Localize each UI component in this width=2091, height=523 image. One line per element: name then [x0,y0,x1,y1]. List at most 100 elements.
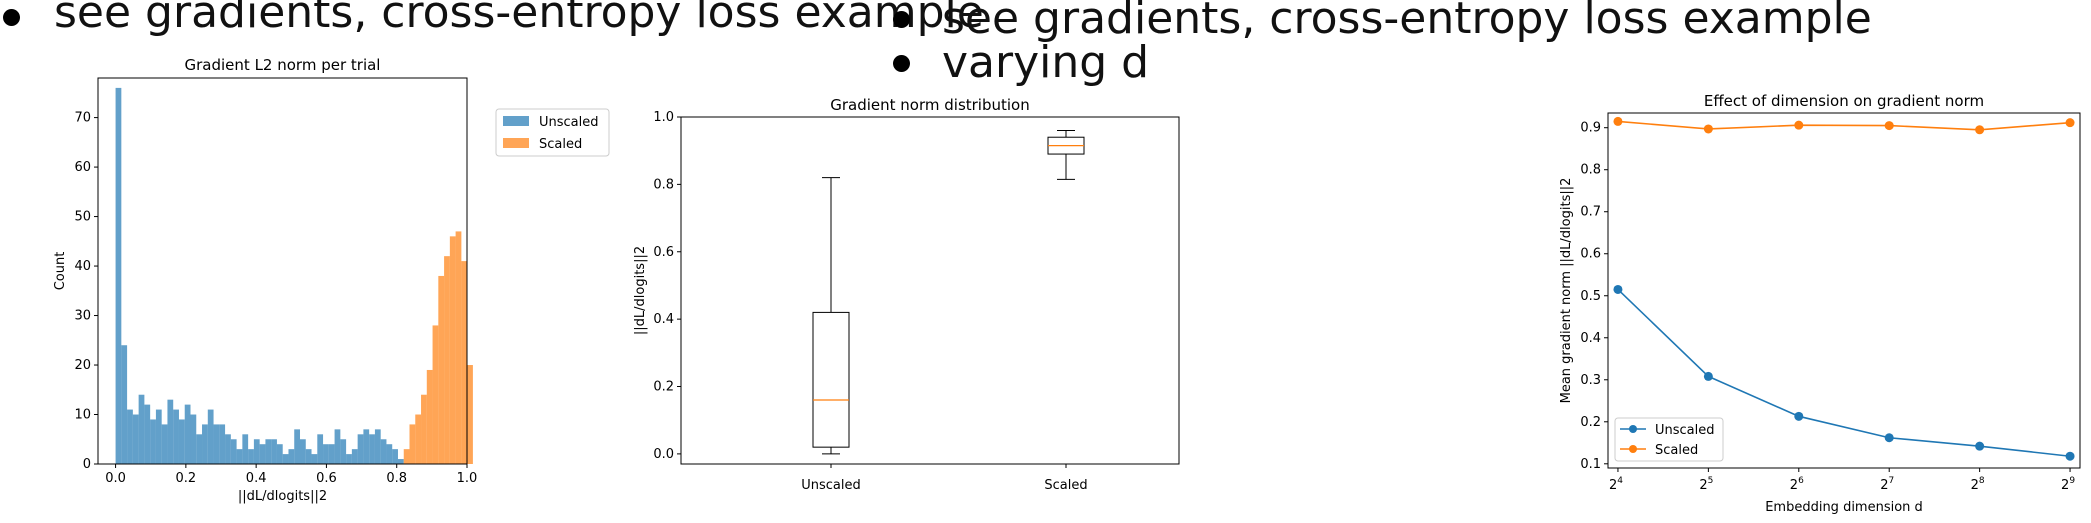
histogram-bar [294,429,301,464]
histogram-bar [380,439,387,464]
histogram-bar [397,459,404,464]
bullet-left-1: see gradients, cross-entropy loss exampl… [54,0,984,38]
histogram-bar [300,439,306,464]
y-tick-label: 0.4 [653,312,674,327]
histogram-bar [438,275,445,464]
histogram-bar [138,394,145,464]
histogram-bar [115,87,122,465]
y-tick-label: 40 [74,259,91,274]
histogram-bar [374,429,381,464]
x-tick-label: 27 [1880,476,1894,493]
histogram-bar [461,261,468,464]
data-point [1884,433,1894,443]
y-tick-label: 10 [74,408,91,423]
bullet-right-1: see gradients, cross-entropy loss exampl… [942,0,1872,44]
histogram-bar [121,345,128,464]
histogram-bar [346,454,352,464]
legend-marker [1629,445,1637,453]
y-tick-label: 0.2 [1580,415,1601,430]
histogram-bar [317,434,324,464]
histogram-bar [271,439,277,464]
legend-swatch [503,116,529,126]
histogram-bar [323,444,329,464]
data-point [1613,284,1623,294]
series-line [1617,120,2071,131]
histogram-bar [340,439,347,464]
histogram-bar [467,365,473,464]
x-tick-label: 28 [1971,476,1985,493]
plot-frame [680,116,1180,465]
x-tick-label: 25 [1699,476,1713,493]
histogram-bar [127,409,133,464]
legend-label: Unscaled [1655,423,1715,438]
histogram-bar [236,449,243,464]
legend-label: Scaled [1655,443,1698,458]
data-point [2065,118,2075,128]
x-axis-label: ||dL/dlogits||2 [238,489,327,504]
y-tick-label: 0.3 [1580,373,1601,388]
x-tick-label: 0.8 [386,471,407,486]
y-tick-label: 0.2 [653,380,674,395]
histogram-bar [421,394,427,464]
histogram-bar [363,429,370,464]
histogram-bar [265,439,272,464]
y-tick-label: 0.7 [1580,205,1601,220]
histogram-bar [213,424,220,464]
data-point [1613,116,1623,126]
y-tick-label: 0.0 [653,447,674,462]
histogram-bar [242,434,249,464]
data-point [1884,121,1894,131]
histogram-bar [155,409,162,464]
x-tick-label: 26 [1790,476,1804,493]
legend-label: Unscaled [539,115,599,130]
histogram-bar [230,439,237,464]
x-tick-label: 0.0 [105,471,126,486]
legend-swatch [503,138,529,148]
histogram-bar [455,231,462,464]
histogram-bar [184,404,191,464]
y-tick-label: 0 [83,457,91,472]
y-tick-label: 0.8 [1580,163,1601,178]
histogram-bar [334,429,341,464]
histogram-bar [415,414,422,464]
histogram-bar [432,325,439,464]
data-point [2065,451,2075,461]
chart-title: Gradient norm distribution [830,96,1030,114]
legend-label: Scaled [539,137,582,152]
histogram-bar [219,424,226,464]
chart-title: Gradient L2 norm per trial [185,56,381,74]
data-point [1794,120,1804,130]
y-tick-label: 70 [74,111,91,126]
histogram-bar [253,439,260,464]
histogram-bar [276,444,283,464]
bullet-dot-right-1 [893,11,910,28]
histogram-bar [449,236,456,464]
histogram-bar [161,424,168,464]
x-axis-label: Embedding dimension d [1765,500,1923,515]
histogram-bar [328,444,335,464]
y-tick-label: 30 [74,309,91,324]
y-tick-label: 60 [74,160,91,175]
histogram-bar [426,369,433,464]
y-tick-label: 0.6 [1580,247,1601,262]
data-point [1975,441,1985,451]
histogram-bar [190,414,197,464]
histogram-bar [144,404,151,464]
x-tick-label: 24 [1609,476,1623,493]
histogram-bar [196,434,203,464]
histogram-bar [178,419,185,464]
series-line [1617,288,2071,458]
y-tick-label: 0.4 [1580,331,1601,346]
histogram-bar [409,424,416,464]
histogram-bar [150,419,156,464]
data-point [1703,371,1713,381]
histogram-bar [202,424,208,464]
histogram-bar [386,444,393,464]
y-tick-label: 0.9 [1580,121,1601,136]
plot-frame [97,77,468,465]
x-tick-label: 0.2 [176,471,197,486]
histogram-bar [369,434,375,464]
x-tick-label: Scaled [1044,478,1087,493]
